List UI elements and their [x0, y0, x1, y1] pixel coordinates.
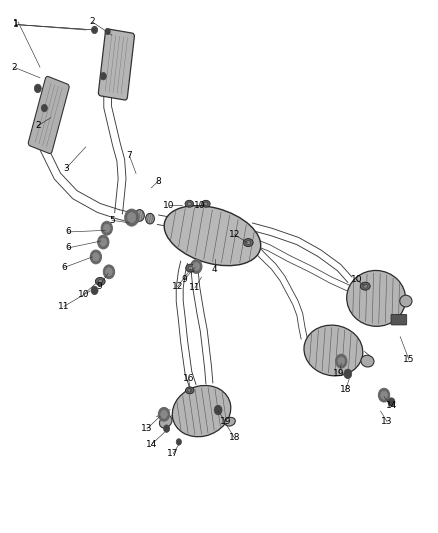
Circle shape [161, 410, 167, 418]
Circle shape [336, 354, 347, 368]
Text: 2: 2 [35, 121, 41, 130]
Text: 11: 11 [58, 302, 70, 311]
Ellipse shape [164, 206, 261, 265]
Circle shape [92, 253, 99, 261]
Circle shape [100, 238, 107, 246]
Text: 8: 8 [155, 177, 161, 186]
Text: 2: 2 [11, 63, 17, 71]
Circle shape [193, 262, 200, 271]
Text: 19: 19 [333, 369, 345, 378]
Text: 15: 15 [403, 355, 415, 364]
Circle shape [90, 250, 102, 264]
Circle shape [92, 26, 98, 34]
Circle shape [34, 84, 41, 93]
Ellipse shape [347, 270, 406, 326]
Circle shape [176, 439, 181, 445]
Ellipse shape [159, 415, 172, 428]
Circle shape [105, 28, 110, 35]
Text: 9: 9 [181, 275, 187, 284]
Ellipse shape [363, 284, 367, 288]
Ellipse shape [186, 264, 195, 272]
Ellipse shape [95, 277, 105, 285]
Ellipse shape [361, 356, 374, 367]
Ellipse shape [304, 325, 363, 376]
Ellipse shape [225, 417, 235, 426]
Ellipse shape [187, 202, 191, 206]
Text: 6: 6 [66, 228, 71, 237]
Text: 18: 18 [229, 433, 240, 442]
Ellipse shape [204, 202, 208, 206]
Text: 19: 19 [220, 417, 231, 426]
Text: 5: 5 [109, 216, 115, 225]
Circle shape [163, 425, 170, 432]
Circle shape [338, 357, 345, 365]
Circle shape [158, 407, 170, 421]
Text: 11: 11 [189, 283, 201, 292]
Circle shape [100, 72, 106, 80]
Text: 18: 18 [340, 385, 351, 394]
Text: 13: 13 [141, 424, 153, 433]
Text: 9: 9 [96, 281, 102, 290]
Text: 6: 6 [66, 244, 71, 253]
Ellipse shape [188, 266, 193, 270]
Ellipse shape [98, 279, 102, 284]
Text: 14: 14 [146, 440, 157, 449]
Text: 12: 12 [172, 282, 183, 291]
Circle shape [344, 369, 352, 378]
Text: 16: 16 [183, 374, 194, 383]
Circle shape [381, 391, 388, 399]
Text: 13: 13 [381, 417, 393, 426]
Text: 1: 1 [13, 19, 19, 28]
Text: 2: 2 [89, 18, 95, 27]
Ellipse shape [135, 209, 145, 221]
Circle shape [91, 286, 98, 295]
FancyBboxPatch shape [28, 76, 69, 154]
Text: 4: 4 [212, 265, 217, 273]
Ellipse shape [185, 387, 194, 394]
Text: 14: 14 [386, 401, 397, 410]
Circle shape [103, 224, 110, 232]
Ellipse shape [185, 200, 194, 207]
Circle shape [98, 235, 109, 249]
FancyBboxPatch shape [99, 29, 134, 100]
Circle shape [214, 405, 222, 415]
Text: 10: 10 [351, 275, 362, 284]
Circle shape [101, 221, 113, 235]
Text: 3: 3 [64, 164, 69, 173]
Text: 10: 10 [163, 201, 174, 210]
Ellipse shape [244, 239, 253, 247]
Ellipse shape [246, 240, 251, 245]
Circle shape [41, 104, 47, 112]
Circle shape [378, 388, 390, 402]
Text: 6: 6 [61, 263, 67, 272]
Ellipse shape [188, 389, 192, 392]
Text: 1: 1 [13, 20, 19, 29]
Circle shape [388, 398, 395, 406]
Circle shape [125, 209, 139, 226]
Circle shape [106, 268, 113, 276]
Text: 7: 7 [127, 151, 132, 160]
Ellipse shape [201, 200, 210, 207]
Text: 17: 17 [167, 449, 179, 458]
Circle shape [127, 213, 136, 223]
Text: 12: 12 [229, 230, 240, 239]
Ellipse shape [172, 385, 231, 437]
Ellipse shape [360, 282, 370, 290]
Ellipse shape [400, 295, 412, 307]
Circle shape [191, 260, 202, 273]
Text: 10: 10 [194, 201, 205, 210]
Ellipse shape [146, 213, 154, 224]
Circle shape [103, 265, 115, 279]
Text: 10: 10 [78, 289, 89, 298]
FancyBboxPatch shape [391, 314, 407, 325]
